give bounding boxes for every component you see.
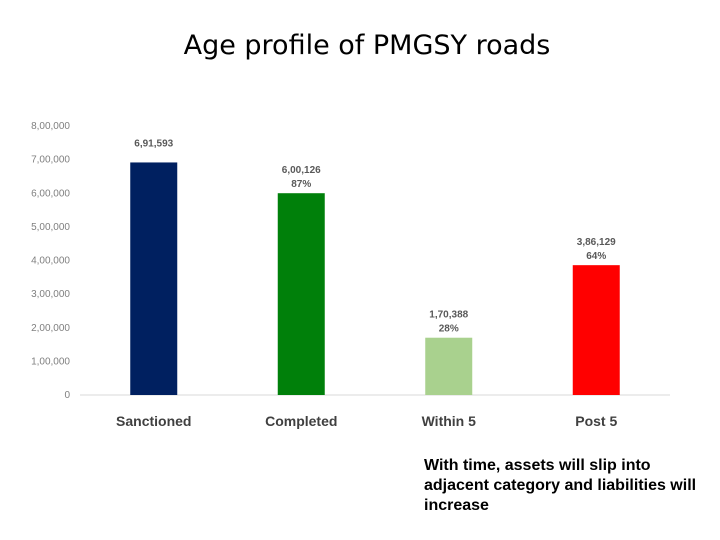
y-tick-label: 7,00,000	[31, 155, 70, 166]
bar-chart: 0 1,00,000 2,00,000 3,00,000 4,00,000 5,00,00…	[31, 121, 670, 429]
bar	[130, 162, 178, 395]
data-label: 6,00,126	[282, 165, 321, 176]
percent-label: 64%	[586, 251, 606, 262]
y-tick-label: 6,00,000	[31, 188, 70, 199]
category-label: Within 5	[422, 413, 477, 429]
data-label: 3,86,129	[577, 237, 616, 248]
y-tick-label: 1,00,000	[31, 356, 70, 367]
y-tick-label: 3,00,000	[31, 289, 70, 300]
y-tick-label: 4,00,000	[31, 256, 70, 267]
y-tick-label: 2,00,000	[31, 323, 70, 334]
y-tick-label: 5,00,000	[31, 222, 70, 233]
y-tick-label: 8,00,000	[31, 121, 70, 132]
category-label: Post 5	[575, 413, 617, 429]
data-label: 6,91,593	[134, 138, 173, 149]
percent-label: 87%	[291, 179, 311, 190]
bar	[277, 193, 325, 395]
data-label: 1,70,388	[429, 310, 468, 321]
slide-title: Age profile of PMGSY roads	[183, 30, 551, 61]
percent-label: 28%	[439, 324, 459, 335]
category-label: Completed	[265, 413, 337, 429]
bar	[425, 337, 473, 395]
category-label: Sanctioned	[116, 413, 191, 429]
note-text: With time, assets will slip into adjacen…	[424, 457, 697, 514]
bar	[572, 265, 620, 395]
y-tick-label: 0	[64, 390, 70, 401]
